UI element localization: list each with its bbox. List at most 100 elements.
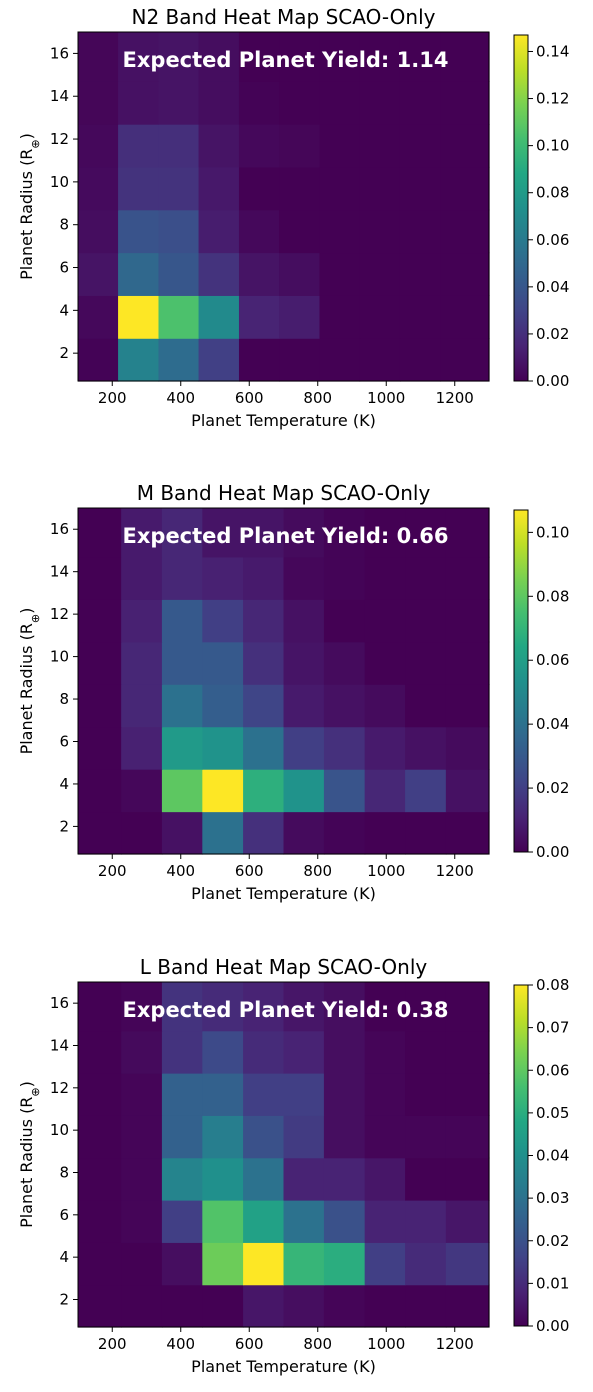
heatmap-cell xyxy=(158,295,200,339)
y-tick-label: 10 xyxy=(50,1121,69,1139)
heatmap-cell xyxy=(359,81,401,125)
heatmap-cell xyxy=(440,124,490,168)
y-tick-label: 2 xyxy=(59,817,69,835)
heatmap-cell xyxy=(364,982,406,1032)
heatmap-cell xyxy=(202,641,244,685)
chart-title: M Band Heat Map SCAO-Only xyxy=(137,481,431,505)
heatmap-cell xyxy=(121,1200,163,1243)
heatmap-cell xyxy=(445,1242,490,1286)
colorbar-tick-label: 0.08 xyxy=(536,976,569,994)
heatmap-cell xyxy=(161,769,203,813)
y-tick-label: 2 xyxy=(59,344,69,362)
heatmap-cell xyxy=(364,726,406,770)
heatmap-cell xyxy=(279,295,321,339)
heatmap-cell xyxy=(202,1200,244,1243)
heatmap-cell xyxy=(323,1200,366,1243)
y-tick-label: 14 xyxy=(50,87,69,105)
y-tick-label: 8 xyxy=(59,690,69,708)
heatmap-cell xyxy=(238,209,280,254)
colorbar-tick-label: 0.06 xyxy=(536,231,569,249)
colorbar-tick-label: 0.12 xyxy=(536,90,569,108)
colorbar-tick-label: 0.02 xyxy=(536,1232,569,1250)
heatmap-cell xyxy=(319,81,361,125)
colorbar-tick-label: 0.02 xyxy=(536,779,569,797)
colorbar-tick-label: 0.10 xyxy=(536,137,569,155)
x-tick-label: 800 xyxy=(303,1335,332,1353)
heatmap-cell xyxy=(364,1157,406,1201)
heatmap-cell xyxy=(238,81,280,125)
heatmap-cell xyxy=(121,769,163,813)
chart-title: L Band Heat Map SCAO-Only xyxy=(140,955,428,979)
heatmap-cell xyxy=(279,32,321,82)
y-axis-label-main: Planet Radius (R xyxy=(17,149,36,280)
heatmap-cell xyxy=(121,1115,163,1159)
heatmap-cell xyxy=(364,508,406,558)
y-tick-label: 8 xyxy=(59,1163,69,1181)
heatmap-cell xyxy=(279,81,321,125)
heatmap-cell xyxy=(319,252,361,296)
heatmap-cell xyxy=(405,599,447,643)
heatmap-cells xyxy=(78,508,490,855)
heatmap-cell xyxy=(323,1073,366,1116)
heatmap-cell xyxy=(364,599,406,643)
heatmap-cell xyxy=(445,1073,490,1116)
heatmap-cell xyxy=(121,556,163,600)
heatmap-cell xyxy=(202,684,244,728)
heatmap-cell xyxy=(118,338,160,382)
heatmap-cell xyxy=(243,811,285,855)
heatmap-cell xyxy=(118,252,160,296)
heatmap-cell xyxy=(198,166,240,211)
heatmap-cell xyxy=(283,769,325,813)
heatmap-cell xyxy=(161,556,203,600)
heatmap-cell xyxy=(359,295,401,339)
heatmap-cell xyxy=(202,1073,244,1116)
heatmap-cell xyxy=(440,252,490,296)
colorbar-tick-label: 0.04 xyxy=(536,1147,569,1165)
y-tick-label: 12 xyxy=(50,605,69,623)
y-axis-label-subscript: ⊕ xyxy=(29,614,42,623)
heatmap-cell xyxy=(279,338,321,382)
heatmap-cell xyxy=(243,1157,285,1201)
heatmap-cell xyxy=(283,508,325,558)
colorbar xyxy=(513,34,529,382)
heatmap-cell xyxy=(161,599,203,643)
heatmap-cell xyxy=(445,641,490,685)
y-tick-label: 6 xyxy=(59,259,69,277)
heatmap-cell xyxy=(121,1284,163,1328)
heatmap-cell xyxy=(440,32,490,82)
heatmap-cell xyxy=(202,1157,244,1201)
heatmap-cell xyxy=(399,32,441,82)
heatmap-cell xyxy=(283,641,325,685)
heatmap-cell xyxy=(78,295,119,339)
colorbar-tick-label: 0.00 xyxy=(536,372,569,390)
heatmap-cell xyxy=(359,124,401,168)
y-tick-label: 10 xyxy=(50,173,69,191)
heatmap-cell xyxy=(78,81,119,125)
heatmap-cell xyxy=(158,252,200,296)
x-tick-label: 1000 xyxy=(367,862,405,880)
heatmap-cell xyxy=(78,769,122,813)
heatmap-cell xyxy=(445,769,490,813)
heatmap-cell xyxy=(359,166,401,211)
heatmap-cell xyxy=(399,338,441,382)
x-axis-label: Planet Temperature (K) xyxy=(191,884,376,903)
heatmap-cell xyxy=(161,1030,203,1074)
heatmap-cell xyxy=(161,1200,203,1243)
y-axis-label-subscript: ⊕ xyxy=(29,1087,42,1096)
colorbar-tick-label: 0.05 xyxy=(536,1104,569,1122)
heatmap-cell xyxy=(405,641,447,685)
heatmap-cell xyxy=(243,599,285,643)
heatmap-cell xyxy=(445,556,490,600)
heatmap-cell xyxy=(445,1115,490,1159)
heatmap-cell xyxy=(359,209,401,254)
y-axis-label: Planet Radius (R⊕) xyxy=(17,133,42,280)
heatmap-cell xyxy=(319,124,361,168)
heatmap-cell xyxy=(405,1030,447,1074)
plot-frame xyxy=(77,507,490,855)
heatmap-cell xyxy=(118,81,160,125)
heatmap-cell xyxy=(359,338,401,382)
x-tick-label: 400 xyxy=(166,389,195,407)
y-tick-label: 6 xyxy=(59,732,69,750)
